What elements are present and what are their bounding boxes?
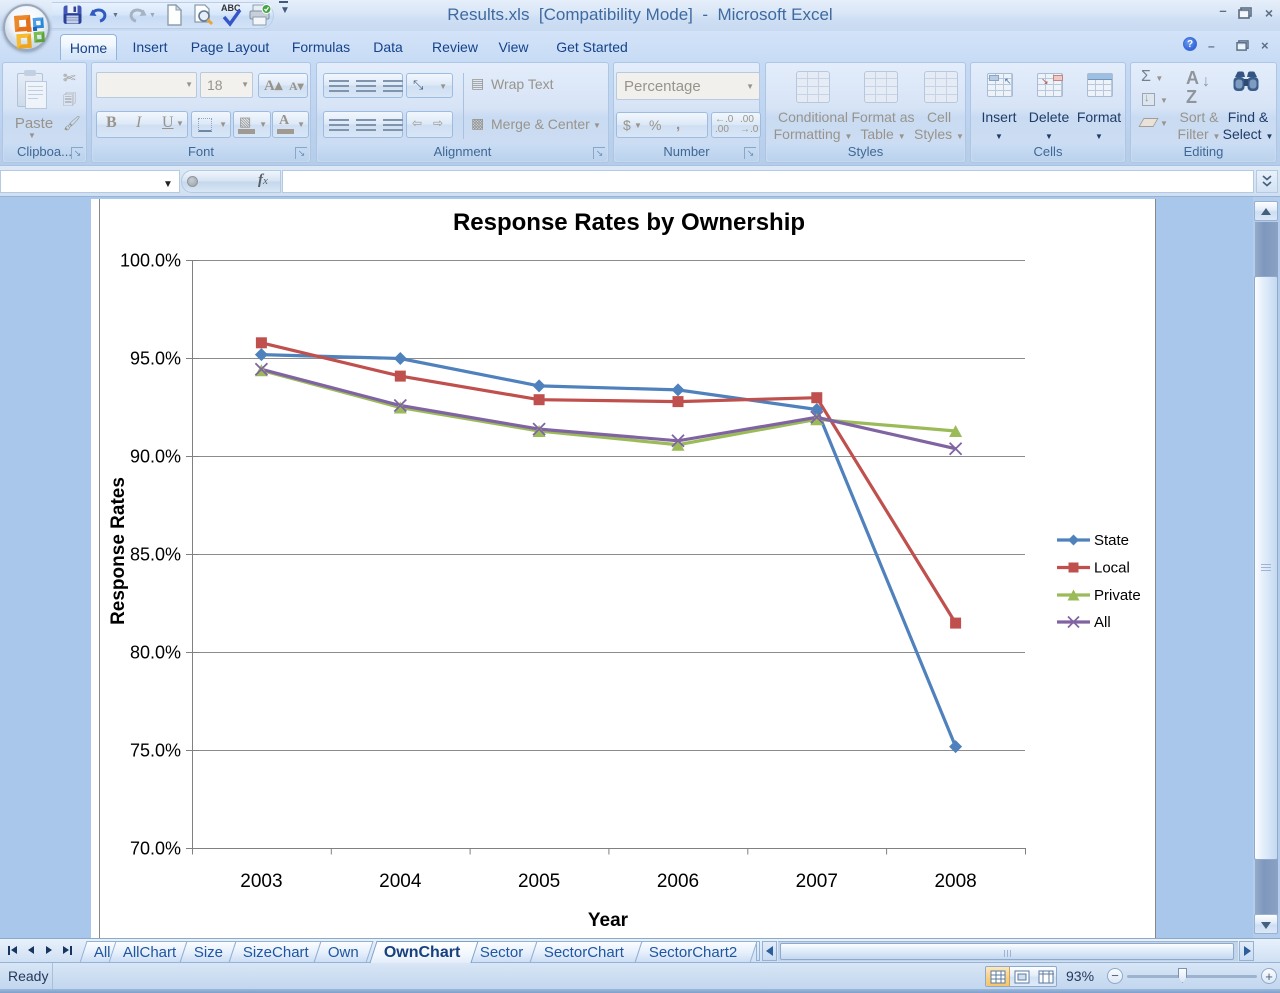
svg-text:Response Rates: Response Rates — [108, 477, 129, 625]
svg-text:95.0%: 95.0% — [130, 349, 181, 369]
svg-text:Local: Local — [1094, 560, 1130, 577]
svg-text:2007: 2007 — [796, 871, 838, 892]
svg-text:Year: Year — [588, 910, 629, 931]
svg-text:2005: 2005 — [518, 871, 560, 892]
svg-text:2003: 2003 — [240, 871, 282, 892]
svg-text:75.0%: 75.0% — [130, 741, 181, 761]
svg-text:70.0%: 70.0% — [130, 839, 181, 859]
svg-text:Private: Private — [1094, 587, 1141, 604]
svg-text:100.0%: 100.0% — [120, 251, 181, 271]
svg-text:Response Rates by Ownership: Response Rates by Ownership — [453, 209, 805, 236]
svg-text:2006: 2006 — [657, 871, 699, 892]
svg-text:2004: 2004 — [379, 871, 422, 892]
svg-text:2008: 2008 — [934, 871, 976, 892]
svg-text:85.0%: 85.0% — [130, 545, 181, 565]
svg-text:All: All — [1094, 614, 1111, 631]
svg-text:State: State — [1094, 532, 1129, 549]
svg-text:90.0%: 90.0% — [130, 447, 181, 467]
svg-text:80.0%: 80.0% — [130, 643, 181, 663]
